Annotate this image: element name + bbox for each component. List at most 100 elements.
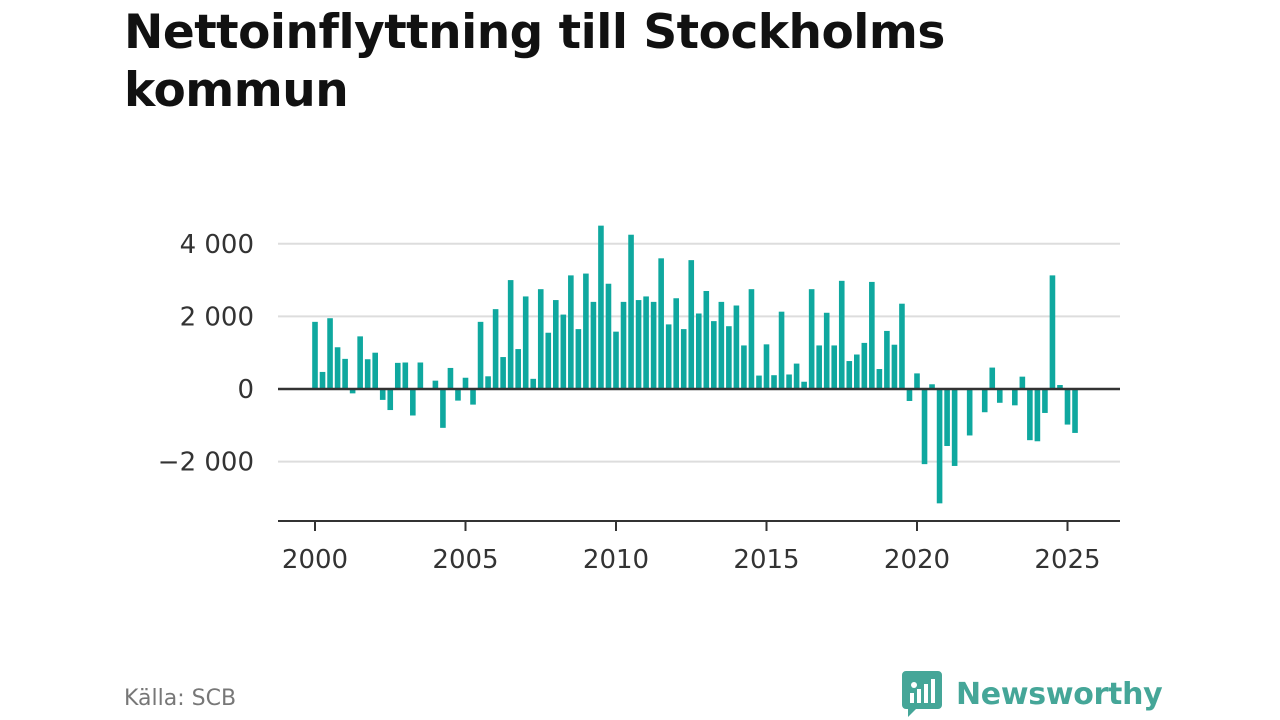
x-tick-label: 2025: [1034, 545, 1100, 575]
bar: [605, 283, 612, 389]
bar: [477, 321, 484, 389]
bar: [432, 380, 439, 389]
bar: [899, 303, 905, 389]
bar: [1064, 389, 1071, 425]
bar: [891, 344, 898, 389]
bar: [598, 225, 604, 389]
bar: [996, 389, 1003, 403]
bar: [327, 318, 333, 389]
bar: [695, 313, 702, 389]
bar: [1027, 389, 1033, 441]
bar: [665, 324, 672, 389]
bar: [1057, 385, 1063, 389]
y-tick-label: 4 000: [180, 230, 254, 260]
bar: [936, 389, 943, 504]
bar: [808, 289, 815, 389]
bar: [981, 389, 988, 413]
bar: [1042, 389, 1048, 413]
bar: [417, 362, 424, 389]
bar: [763, 344, 770, 389]
bar: [379, 389, 386, 400]
bar: [921, 389, 928, 465]
bar: [823, 312, 830, 389]
bar: [1012, 389, 1018, 406]
source-note: Källa: SCB: [124, 686, 237, 711]
bar: [312, 321, 318, 389]
x-tick-label: 2005: [432, 545, 498, 575]
bar: [711, 321, 717, 389]
bar: [537, 289, 544, 389]
x-tick-label: 2010: [583, 545, 649, 575]
bar: [733, 305, 740, 389]
x-axis-ticks: 2000 2005 2010 2015 2020 2025: [282, 521, 1101, 575]
bar: [620, 301, 627, 389]
bar: [846, 361, 853, 389]
bar: [500, 357, 506, 389]
bar: [854, 354, 860, 389]
x-tick-label: 2015: [733, 545, 799, 575]
bar: [342, 358, 348, 389]
bar: [515, 349, 521, 389]
bar: [748, 289, 755, 389]
bar: [966, 389, 973, 436]
bar: [402, 362, 409, 389]
bar: [387, 389, 394, 411]
x-tick-label: 2000: [282, 545, 348, 575]
bar: [492, 309, 499, 389]
bar: [718, 301, 725, 389]
bar: [929, 384, 935, 389]
y-tick-label: −2 000: [158, 448, 254, 478]
bar: [906, 389, 913, 401]
bar: [703, 290, 710, 389]
bar: [583, 273, 589, 389]
bar: [778, 311, 785, 389]
y-axis-ticks: −2 000 0 2 000 4 000: [158, 230, 254, 478]
bar: [861, 342, 868, 389]
bar: [741, 345, 747, 389]
bar: [643, 296, 649, 389]
bar: [951, 389, 958, 466]
bar: [688, 260, 695, 389]
bar: [944, 389, 950, 446]
bar: [575, 329, 582, 389]
bar: [831, 345, 838, 389]
bar: [410, 389, 416, 416]
bar: [372, 352, 378, 389]
bar: [869, 281, 875, 389]
bar: [568, 275, 574, 389]
chart-title: Nettoinflyttning till Stockholms kommun: [124, 5, 945, 118]
bar: [357, 336, 363, 389]
bar: [440, 389, 446, 428]
newsworthy-logo[interactable]: Newsworthy: [902, 670, 1163, 718]
bar: [876, 369, 883, 389]
bars: [312, 225, 1078, 504]
bar: [349, 389, 356, 394]
bar: [635, 300, 642, 389]
bar: [816, 345, 822, 389]
newsworthy-logo-icon: [902, 671, 942, 717]
y-tick-label: 0: [237, 375, 254, 405]
bar: [553, 300, 559, 389]
bar: [1072, 389, 1078, 433]
bar: [485, 376, 491, 389]
bar: [838, 280, 845, 389]
bar: [628, 234, 634, 389]
bar: [530, 378, 537, 389]
y-tick-label: 2 000: [180, 302, 254, 332]
bar: [590, 301, 597, 389]
bar: [470, 389, 476, 405]
bar: [560, 314, 567, 389]
bar: [447, 367, 454, 389]
bar: [462, 377, 469, 389]
bar: [522, 296, 529, 389]
bar: [319, 371, 326, 389]
bar: [680, 329, 687, 389]
bar: [507, 280, 514, 389]
x-tick-label: 2020: [884, 545, 950, 575]
bar: [658, 258, 664, 389]
bar: [726, 326, 732, 389]
bar: [394, 362, 401, 389]
bar: [364, 359, 371, 389]
bar: [455, 389, 461, 401]
